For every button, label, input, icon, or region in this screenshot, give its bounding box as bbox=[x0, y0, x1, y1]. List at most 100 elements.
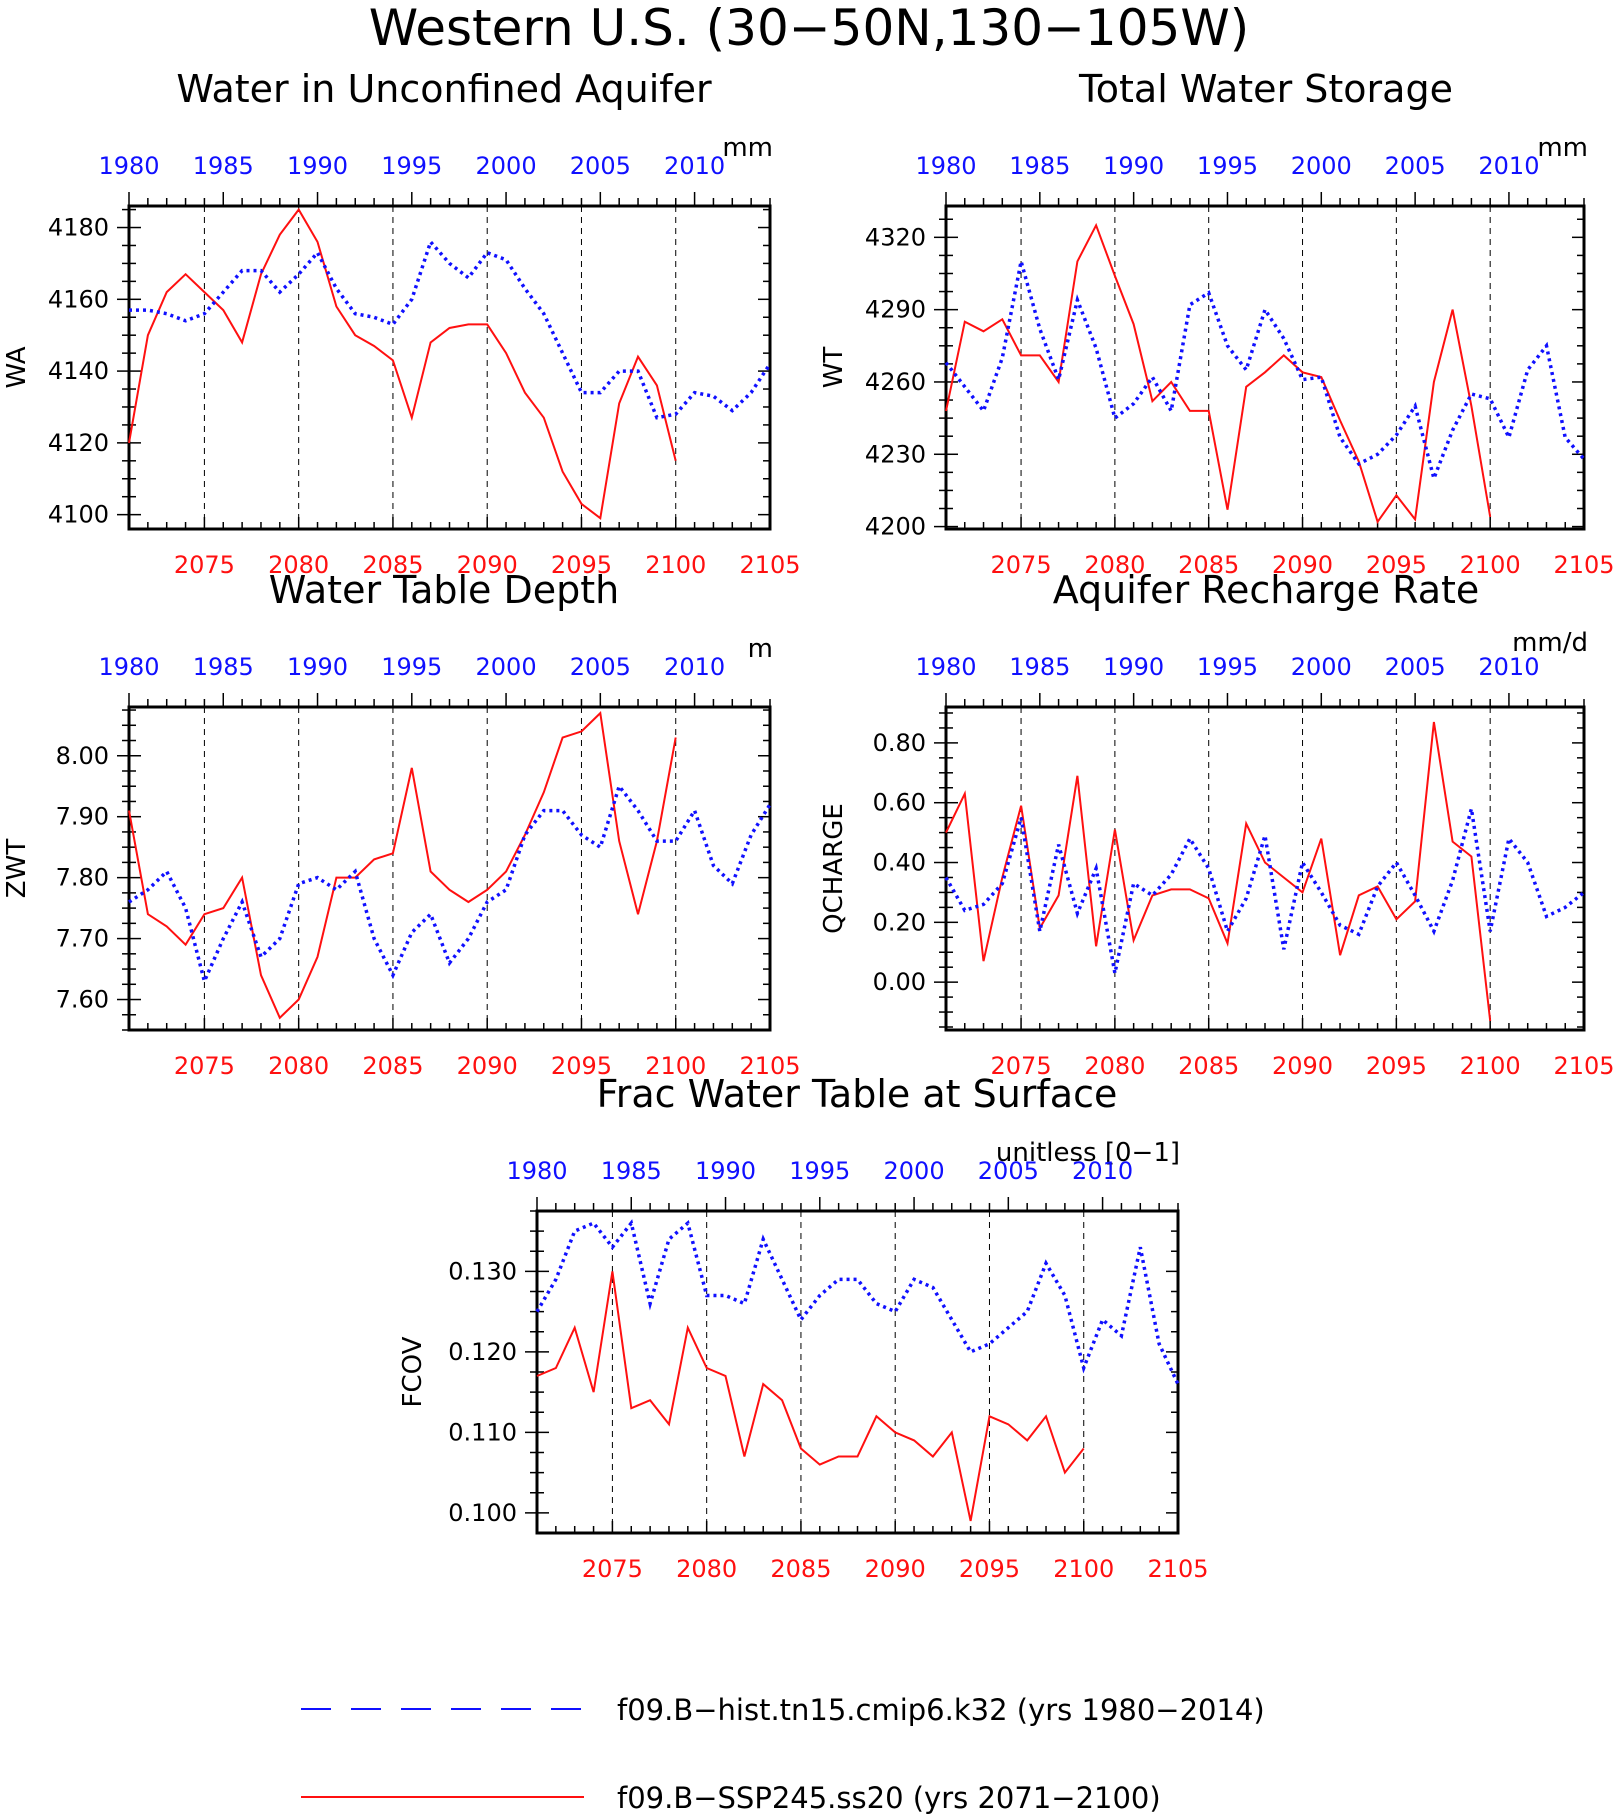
y-tick-label: 0.130 bbox=[448, 1257, 517, 1285]
x-tick-label-top: 2005 bbox=[978, 1157, 1039, 1185]
y-tick-label: 4230 bbox=[865, 440, 926, 468]
y-tick-label: 0.60 bbox=[873, 789, 926, 817]
x-tick-label-bottom: 2105 bbox=[1553, 1052, 1614, 1080]
y-axis-label: FCOV bbox=[398, 1336, 428, 1407]
x-tick-label-top: 1985 bbox=[601, 1157, 662, 1185]
y-tick-label: 0.120 bbox=[448, 1338, 517, 1366]
units-label: m bbox=[748, 634, 773, 664]
series-hist-line bbox=[129, 238, 772, 420]
x-tick-label-bottom: 2090 bbox=[457, 1052, 518, 1080]
x-tick-label-bottom: 2105 bbox=[1553, 551, 1614, 579]
y-tick-label: 4200 bbox=[865, 513, 926, 541]
x-tick-label-bottom: 2105 bbox=[739, 551, 800, 579]
x-tick-label-top: 1995 bbox=[381, 152, 442, 180]
x-tick-label-top: 1990 bbox=[287, 152, 348, 180]
x-tick-label-top: 2000 bbox=[884, 1157, 945, 1185]
x-tick-label-bottom: 2100 bbox=[645, 1052, 706, 1080]
y-tick-label: 7.70 bbox=[56, 925, 109, 953]
x-tick-label-top: 1995 bbox=[1197, 653, 1258, 681]
x-tick-label-top: 1985 bbox=[1009, 653, 1070, 681]
x-tick-label-top: 2010 bbox=[664, 653, 725, 681]
y-tick-label: 0.110 bbox=[448, 1418, 517, 1446]
x-tick-label-top: 1980 bbox=[915, 152, 976, 180]
x-tick-label-bottom: 2100 bbox=[1053, 1555, 1114, 1583]
x-tick-label-top: 2000 bbox=[1291, 152, 1352, 180]
x-tick-label-top: 1980 bbox=[98, 653, 159, 681]
legend: f09.B−hist.tn15.cmip6.k32 (yrs 1980−2014… bbox=[301, 1693, 1265, 1815]
plot-frame bbox=[127, 204, 772, 531]
y-tick-label: 4160 bbox=[48, 285, 109, 313]
y-tick-label: 0.20 bbox=[873, 908, 926, 936]
x-tick-label-top: 2000 bbox=[476, 152, 537, 180]
y-axis-label: WA bbox=[2, 346, 32, 388]
y-axis-label: WT bbox=[819, 347, 849, 389]
panel-title: Frac Water Table at Surface bbox=[597, 1072, 1118, 1116]
x-tick-label-bottom: 2075 bbox=[991, 1052, 1052, 1080]
x-tick-label-bottom: 2075 bbox=[174, 1052, 235, 1080]
x-tick-label-bottom: 2090 bbox=[1272, 1052, 1333, 1080]
series-ssp-line bbox=[945, 721, 1492, 1022]
series-ssp-line bbox=[536, 1271, 1085, 1522]
y-tick-label: 4260 bbox=[865, 368, 926, 396]
x-tick-label-top: 2000 bbox=[476, 653, 537, 681]
x-tick-label-top: 2010 bbox=[1478, 653, 1539, 681]
plot-frame bbox=[127, 705, 772, 1032]
x-tick-label-top: 2010 bbox=[1072, 1157, 1133, 1185]
x-tick-label-top: 1980 bbox=[98, 152, 159, 180]
panel-title: Water in Unconfined Aquifer bbox=[176, 67, 712, 111]
x-tick-label-bottom: 2100 bbox=[1460, 551, 1521, 579]
series-ssp-line bbox=[945, 222, 1492, 525]
x-tick-label-top: 1985 bbox=[193, 152, 254, 180]
y-tick-label: 4320 bbox=[865, 223, 926, 251]
y-tick-label: 7.90 bbox=[56, 803, 109, 831]
x-tick-label-top: 1995 bbox=[1197, 152, 1258, 180]
x-tick-label-bottom: 2075 bbox=[582, 1555, 643, 1583]
x-tick-label-top: 2005 bbox=[1385, 152, 1446, 180]
x-tick-label-bottom: 2075 bbox=[991, 551, 1052, 579]
x-tick-label-bottom: 2105 bbox=[1147, 1555, 1208, 1583]
x-tick-label-bottom: 2085 bbox=[362, 551, 423, 579]
series-hist-line bbox=[944, 808, 1586, 974]
x-tick-label-top: 1995 bbox=[789, 1157, 850, 1185]
y-tick-label: 4120 bbox=[48, 429, 109, 457]
x-tick-label-top: 1985 bbox=[1009, 152, 1070, 180]
x-tick-label-top: 1995 bbox=[381, 653, 442, 681]
y-tick-label: 4290 bbox=[865, 296, 926, 324]
x-tick-label-bottom: 2100 bbox=[1460, 1052, 1521, 1080]
panel-water-table-depth: Water Table Depth m ZWT 2075 2080 2085 2090 209… bbox=[2, 568, 801, 1080]
x-tick-label-bottom: 2080 bbox=[676, 1555, 737, 1583]
panel-frac-water-table-at-surface: Frac Water Table at Surface unitless [0−1… bbox=[398, 1072, 1209, 1583]
y-tick-label: 7.80 bbox=[56, 864, 109, 892]
x-tick-label-bottom: 2100 bbox=[645, 551, 706, 579]
y-axis-label: QCHARGE bbox=[819, 803, 849, 934]
x-tick-label-top: 1990 bbox=[1103, 152, 1164, 180]
x-tick-label-top: 1980 bbox=[915, 653, 976, 681]
x-tick-label-bottom: 2080 bbox=[1084, 1052, 1145, 1080]
panel-title: Water Table Depth bbox=[269, 568, 620, 612]
x-tick-label-top: 1985 bbox=[193, 653, 254, 681]
panel-title: Aquifer Recharge Rate bbox=[1053, 568, 1480, 612]
series-ssp-line bbox=[128, 711, 677, 1020]
x-tick-label-bottom: 2095 bbox=[551, 551, 612, 579]
y-tick-label: 0.00 bbox=[873, 968, 926, 996]
units-label: unitless [0−1] bbox=[996, 1138, 1180, 1168]
x-tick-label-bottom: 2090 bbox=[1272, 551, 1333, 579]
y-tick-label: 7.60 bbox=[56, 986, 109, 1014]
x-tick-label-top: 1990 bbox=[695, 1157, 756, 1185]
panel-aquifer-recharge-rate: Aquifer Recharge Rate mm/d QCHARGE 2075 2080… bbox=[819, 568, 1615, 1080]
series-ssp-line bbox=[128, 207, 677, 521]
y-tick-label: 4100 bbox=[48, 501, 109, 529]
x-tick-label-bottom: 2095 bbox=[959, 1555, 1020, 1583]
series-hist-line bbox=[535, 1219, 1180, 1385]
y-axis-label: ZWT bbox=[2, 839, 32, 899]
units-label: mm bbox=[722, 133, 773, 163]
x-tick-label-bottom: 2085 bbox=[770, 1555, 831, 1583]
x-tick-label-bottom: 2095 bbox=[1366, 1052, 1427, 1080]
x-tick-label-top: 2005 bbox=[1385, 653, 1446, 681]
x-tick-label-bottom: 2090 bbox=[865, 1555, 926, 1583]
x-tick-label-top: 1980 bbox=[506, 1157, 567, 1185]
legend-ssp-label: f09.B−SSP245.ss20 (yrs 2071−2100) bbox=[617, 1781, 1161, 1815]
x-tick-label-bottom: 2085 bbox=[362, 1052, 423, 1080]
x-tick-label-top: 2005 bbox=[570, 152, 631, 180]
